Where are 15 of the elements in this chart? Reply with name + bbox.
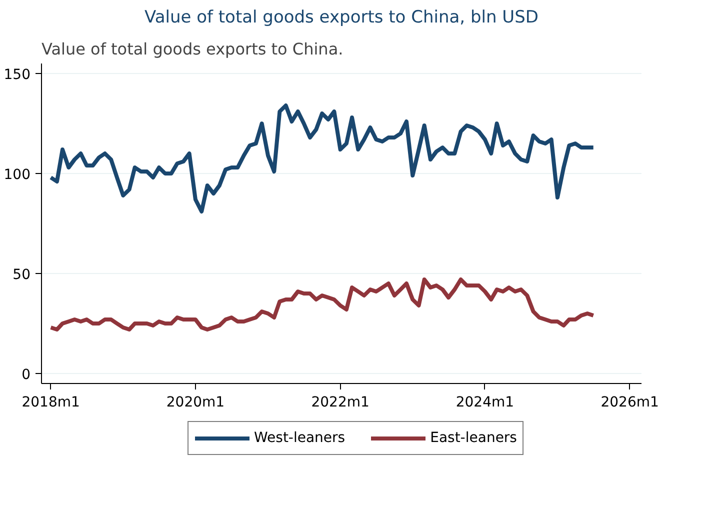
chart-title: Value of total goods exports to China, bln USD [144, 8, 538, 28]
x-tick-label: 2022m1 [311, 394, 370, 410]
y-tick-label: 100 [4, 167, 31, 183]
line-series [48, 104, 596, 214]
legend-label: West-leaners [254, 430, 346, 446]
text: Value of total goods exports to China. [42, 40, 344, 58]
x-tick-label: 2020m1 [166, 394, 225, 410]
line-series [48, 278, 596, 332]
x-tick-label: 2024m1 [456, 394, 514, 410]
x-tick-label: 2018m1 [22, 394, 80, 410]
y-tick-label: 0 [22, 367, 31, 383]
y-tick-label: 150 [4, 67, 31, 83]
x-tick-label: 2026m1 [600, 394, 659, 410]
y-tick-label: 50 [12, 267, 31, 283]
legend-label: East-leaners [430, 430, 517, 446]
